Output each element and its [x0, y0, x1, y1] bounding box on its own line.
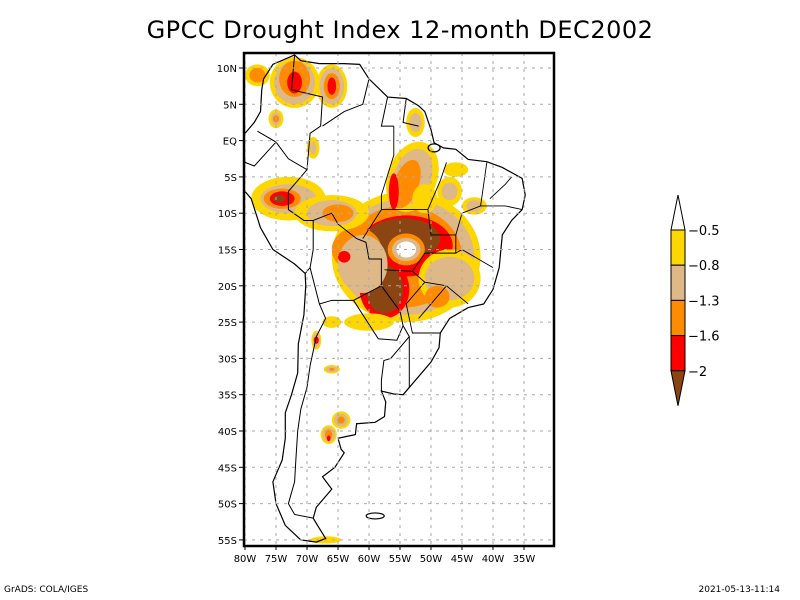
- y-tick-label: 10S: [218, 209, 237, 220]
- colorbar-segment: [670, 264, 686, 301]
- y-tick-label: 55S: [218, 536, 237, 547]
- colorbar-label: −0.8: [688, 259, 720, 274]
- y-tick-label: 40S: [218, 427, 237, 438]
- y-tick-label: 5S: [224, 173, 237, 184]
- drought-area: [388, 173, 399, 210]
- drought-area: [337, 416, 345, 424]
- coastline-layer: [244, 54, 526, 543]
- state-border: [427, 162, 447, 210]
- x-tick-label: 40W: [482, 554, 505, 565]
- drought-area: [327, 77, 337, 95]
- drought-area: [310, 141, 317, 155]
- x-axis: 80W 75W 70W 65W 60W 55W 50W 45W 40W 35W: [234, 546, 536, 565]
- drought-area: [322, 316, 342, 328]
- y-tick-label: 5N: [223, 100, 237, 111]
- drought-area: [287, 71, 303, 94]
- marajo-island: [427, 143, 441, 153]
- colorbar-label: −1.6: [688, 330, 720, 345]
- colorbar-segment: [670, 229, 686, 266]
- y-tick-label: 15S: [218, 246, 237, 257]
- state-border: [384, 269, 413, 272]
- y-tick-label: 35S: [218, 391, 237, 402]
- colorbar-segment: [670, 299, 686, 337]
- x-tick-label: 50W: [420, 554, 443, 565]
- x-tick-label: 60W: [358, 554, 381, 565]
- colorbar-top-arrow: [670, 194, 686, 231]
- colorbar-legend: −0.5 −0.8 −1.3 −1.6 −2: [670, 194, 720, 406]
- x-tick-label: 80W: [234, 554, 257, 565]
- country-border: [380, 325, 410, 392]
- country-border: [244, 141, 277, 167]
- state-border: [362, 126, 395, 239]
- x-tick-label: 45W: [451, 554, 474, 565]
- colorbar-label: −0.5: [688, 224, 720, 239]
- colorbar-segment: [670, 335, 686, 372]
- x-tick-label: 35W: [513, 554, 536, 565]
- drought-area: [324, 429, 333, 440]
- y-tick-label: 45S: [218, 463, 237, 474]
- drought-area: [272, 195, 286, 203]
- plot-frame: [242, 51, 556, 548]
- state-border: [480, 205, 523, 211]
- country-border: [287, 169, 314, 274]
- drought-area: [441, 182, 458, 201]
- country-border: [380, 96, 394, 127]
- falkland-islands: [365, 512, 385, 520]
- drought-area: [329, 367, 335, 371]
- drought-area: [326, 435, 331, 442]
- y-tick-label: 10N: [217, 64, 237, 75]
- y-axis: 10N 5N EQ 5S 10S 15S 20S 25S 30S 35S 40S 45S 50S 55S: [217, 64, 244, 547]
- drought-area: [338, 234, 388, 294]
- drought-area: [344, 313, 394, 331]
- y-tick-label: 30S: [218, 354, 237, 365]
- y-tick-label: 25S: [218, 318, 237, 329]
- timestamp: 2021-05-13-11:14: [698, 585, 781, 595]
- drought-area: [443, 162, 469, 177]
- state-border: [489, 176, 512, 200]
- drought-area: [466, 200, 483, 212]
- drought-area: [412, 184, 438, 214]
- drought-area: [249, 68, 266, 83]
- state-border: [405, 281, 441, 334]
- colorbar-label: −2: [688, 365, 707, 380]
- country-border: [353, 285, 404, 341]
- y-tick-label: 20S: [218, 282, 237, 293]
- country-border: [257, 54, 324, 171]
- state-border: [455, 162, 488, 236]
- state-border: [381, 209, 469, 305]
- drought-area: [409, 113, 422, 132]
- colorbar-bottom-arrow: [670, 370, 686, 406]
- x-tick-label: 65W: [327, 554, 350, 565]
- country-border: [287, 303, 327, 519]
- colorbar-label: −1.3: [688, 294, 720, 309]
- y-tick-label: EQ: [223, 137, 237, 148]
- x-tick-label: 70W: [296, 554, 319, 565]
- chart-title: GPCC Drought Index 12-month DEC2002: [146, 16, 654, 44]
- x-tick-label: 75W: [265, 554, 288, 565]
- country-border: [309, 212, 382, 305]
- y-tick-label: 50S: [218, 500, 237, 511]
- country-border: [402, 98, 419, 127]
- grads-credit: GrADS: COLA/IGES: [4, 585, 89, 595]
- drought-area: [338, 250, 351, 263]
- country-border: [322, 78, 370, 127]
- x-tick-label: 55W: [389, 554, 412, 565]
